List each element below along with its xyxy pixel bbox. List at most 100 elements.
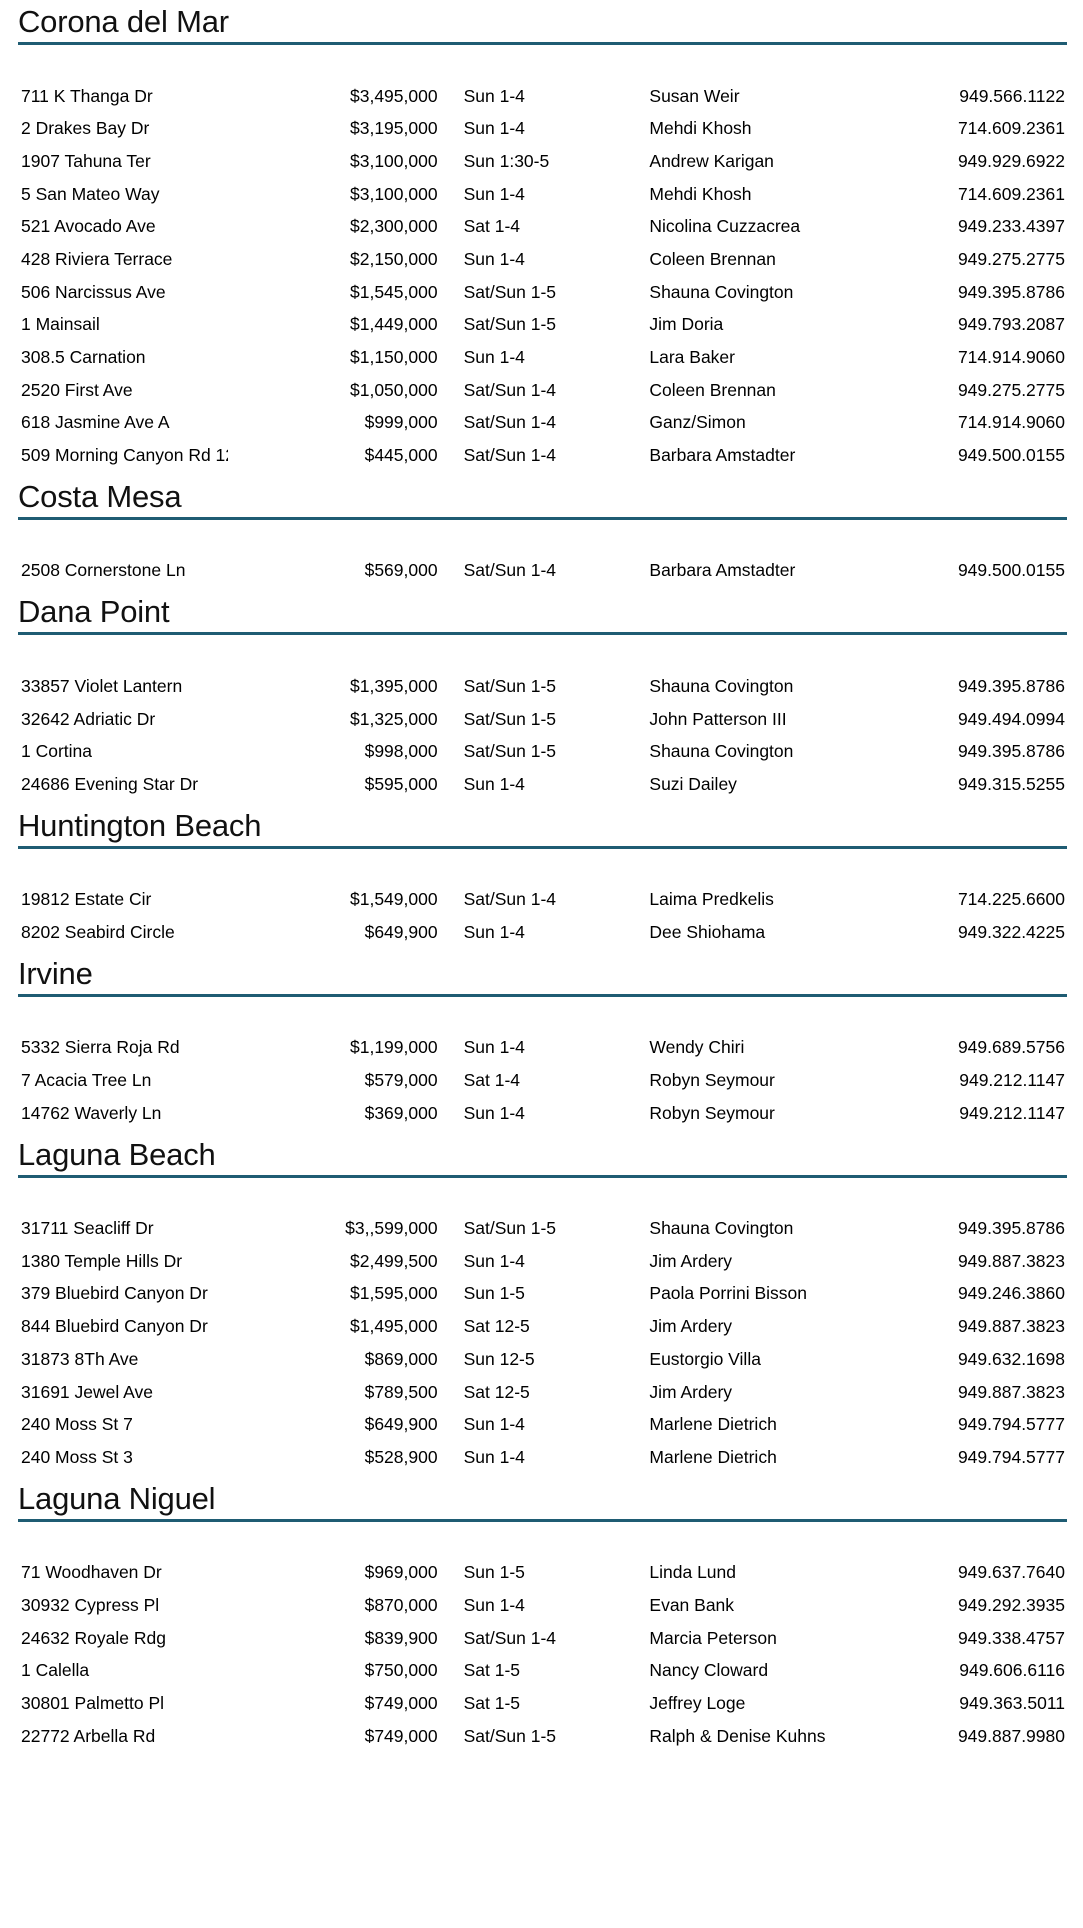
- table-row[interactable]: 1 Mainsail $1,449,000 Sat/Sun 1-5 Jim Doria…: [18, 309, 1067, 342]
- listing-agent-name: Ralph & Denise Kuhns: [649, 1725, 826, 1746]
- table-row[interactable]: 71 Woodhaven Dr $969,000 Sun 1-5 Linda Lund…: [18, 1556, 1067, 1589]
- table-row[interactable]: 506 Narcissus Ave $1,545,000 Sat/Sun 1-5 Sh…: [18, 276, 1067, 309]
- listing-agent-name: Marcia Peterson: [649, 1627, 777, 1648]
- listings-table: 19812 Estate Cir $1,549,000 Sat/Sun 1-4 Lai…: [18, 851, 1067, 949]
- listing-address: 2508 Cornerstone Ln: [21, 560, 186, 581]
- listing-open-house-times: Sat/Sun 1-4: [463, 445, 557, 466]
- listing-open-house-times: Sat 1-4: [463, 1070, 521, 1091]
- listing-price: $3,100,000: [350, 150, 438, 171]
- listing-open-house-times: Sat/Sun 1-5: [463, 1218, 557, 1239]
- listing-agent-name: Barbara Amstadter: [649, 560, 796, 581]
- table-row[interactable]: 14762 Waverly Ln $369,000 Sun 1-4 Robyn Sey…: [18, 1097, 1067, 1130]
- listing-address: 7 Acacia Tree Ln: [21, 1070, 152, 1091]
- listing-agent-phone: 949.566.1122: [959, 85, 1065, 106]
- table-row[interactable]: 5332 Sierra Roja Rd $1,199,000 Sun 1-4 Wend…: [18, 1032, 1067, 1065]
- listing-agent-name: Andrew Karigan: [649, 150, 774, 171]
- listing-open-house-times: Sat/Sun 1-4: [463, 379, 557, 400]
- table-row[interactable]: 1380 Temple Hills Dr $2,499,500 Sun 1-4 Jim…: [18, 1245, 1067, 1278]
- listing-open-house-times: Sat/Sun 1-5: [463, 741, 557, 762]
- table-spacer-row: [18, 999, 1067, 1032]
- listing-agent-name: Barbara Amstadter: [649, 445, 796, 466]
- table-row[interactable]: 844 Bluebird Canyon Dr $1,495,000 Sat 12-5…: [18, 1310, 1067, 1343]
- table-row[interactable]: 30801 Palmetto Pl $749,000 Sat 1-5 Jeffrey …: [18, 1687, 1067, 1720]
- table-row[interactable]: 33857 Violet Lantern $1,395,000 Sat/Sun 1-…: [18, 670, 1067, 703]
- listing-price: $969,000: [364, 1562, 438, 1583]
- table-row[interactable]: 5 San Mateo Way $3,100,000 Sun 1-4 Mehdi Kh…: [18, 178, 1067, 211]
- table-spacer-row: [18, 47, 1067, 80]
- table-row[interactable]: 31873 8Th Ave $869,000 Sun 12-5 Eustorgio V…: [18, 1343, 1067, 1376]
- listing-open-house-times: Sun 1-4: [463, 1102, 525, 1123]
- listing-address: 521 Avocado Ave: [21, 216, 156, 237]
- listing-agent-phone: 949.395.8786: [957, 741, 1065, 762]
- listing-address: 1 Mainsail: [21, 314, 100, 335]
- table-row[interactable]: 1 Calella $750,000 Sat 1-5 Nancy Cloward 949…: [18, 1655, 1067, 1688]
- listing-open-house-times: Sat 1-5: [463, 1693, 521, 1714]
- listing-address: 30801 Palmetto Pl: [21, 1693, 165, 1714]
- listing-address: 509 Morning Canyon Rd 12: [21, 445, 228, 466]
- listing-address: 1 Cortina: [21, 741, 93, 762]
- listings-table: 71 Woodhaven Dr $969,000 Sun 1-5 Linda Lund…: [18, 1524, 1067, 1753]
- listing-price: $998,000: [364, 741, 438, 762]
- table-row[interactable]: 31691 Jewel Ave $789,500 Sat 12-5 Jim Arder…: [18, 1376, 1067, 1409]
- table-spacer-cell: [18, 47, 1067, 80]
- listing-open-house-times: Sat/Sun 1-4: [463, 560, 557, 581]
- listings-table: 5332 Sierra Roja Rd $1,199,000 Sun 1-4 Wend…: [18, 999, 1067, 1130]
- listing-agent-phone: 949.494.0994: [957, 708, 1065, 729]
- table-row[interactable]: 509 Morning Canyon Rd 12 $445,000 Sat/Sun …: [18, 439, 1067, 472]
- listing-open-house-times: Sat/Sun 1-5: [463, 281, 557, 302]
- table-row[interactable]: 240 Moss St 7 $649,900 Sun 1-4 Marlene Diet…: [18, 1408, 1067, 1441]
- listing-open-house-times: Sun 1-4: [463, 1446, 525, 1467]
- listing-price: $870,000: [364, 1594, 438, 1615]
- listing-open-house-times: Sat/Sun 1-5: [463, 708, 557, 729]
- listing-agent-name: Susan Weir: [649, 85, 740, 106]
- listing-agent-phone: 714.609.2361: [957, 118, 1065, 139]
- listing-price: $2,300,000: [350, 216, 438, 237]
- table-row[interactable]: 240 Moss St 3 $528,900 Sun 1-4 Marlene Diet…: [18, 1441, 1067, 1474]
- listing-open-house-times: Sat/Sun 1-5: [463, 314, 557, 335]
- table-row[interactable]: 428 Riviera Terrace $2,150,000 Sun 1-4 Cole…: [18, 243, 1067, 276]
- table-row[interactable]: 711 K Thanga Dr $3,495,000 Sun 1-4 Susan We…: [18, 80, 1067, 113]
- listing-address: 24686 Evening Star Dr: [21, 773, 199, 794]
- listing-agent-phone: 949.794.5777: [957, 1414, 1065, 1435]
- listing-price: $789,500: [364, 1381, 438, 1402]
- table-row[interactable]: 521 Avocado Ave $2,300,000 Sat 1-4 Nicolina…: [18, 210, 1067, 243]
- listings-table: 711 K Thanga Dr $3,495,000 Sun 1-4 Susan We…: [18, 47, 1067, 472]
- table-row[interactable]: 379 Bluebird Canyon Dr $1,595,000 Sun 1-5 P…: [18, 1278, 1067, 1311]
- table-row[interactable]: 1907 Tahuna Ter $3,100,000 Sun 1:30-5 Andre…: [18, 145, 1067, 178]
- city-section: Dana Point 33857 Violet Lantern $1,395,000…: [18, 587, 1067, 800]
- table-spacer-cell: [18, 1180, 1067, 1213]
- table-row[interactable]: 7 Acacia Tree Ln $579,000 Sat 1-4 Robyn Sey…: [18, 1064, 1067, 1097]
- table-row[interactable]: 308.5 Carnation $1,150,000 Sun 1-4 Lara Bak…: [18, 341, 1067, 374]
- listing-agent-phone: 949.212.1147: [959, 1070, 1065, 1091]
- table-row[interactable]: 2 Drakes Bay Dr $3,195,000 Sun 1-4 Mehdi Kh…: [18, 112, 1067, 145]
- listing-agent-phone: 949.338.4757: [957, 1627, 1065, 1648]
- listing-price: $3,195,000: [350, 118, 438, 139]
- table-spacer-row: [18, 522, 1067, 555]
- table-row[interactable]: 32642 Adriatic Dr $1,325,000 Sat/Sun 1-5 Jo…: [18, 703, 1067, 736]
- listing-open-house-times: Sun 1-4: [463, 347, 525, 368]
- table-row[interactable]: 2520 First Ave $1,050,000 Sat/Sun 1-4 Colee…: [18, 374, 1067, 407]
- listing-agent-phone: 949.887.9980: [957, 1725, 1065, 1746]
- table-row[interactable]: 19812 Estate Cir $1,549,000 Sat/Sun 1-4 Lai…: [18, 883, 1067, 916]
- table-spacer-cell: [18, 851, 1067, 884]
- table-row[interactable]: 2508 Cornerstone Ln $569,000 Sat/Sun 1-4 Ba…: [18, 555, 1067, 588]
- table-row[interactable]: 1 Cortina $998,000 Sat/Sun 1-5 Shauna Covin…: [18, 735, 1067, 768]
- listing-agent-name: Jim Doria: [649, 314, 724, 335]
- table-row[interactable]: 22772 Arbella Rd $749,000 Sat/Sun 1-5 Ralph…: [18, 1720, 1067, 1753]
- table-spacer-row: [18, 1180, 1067, 1213]
- city-section-header: Irvine: [18, 949, 1067, 997]
- listing-price: $2,150,000: [350, 248, 438, 269]
- table-row[interactable]: 618 Jasmine Ave A $999,000 Sat/Sun 1-4 Ganz…: [18, 407, 1067, 440]
- table-spacer-cell: [18, 522, 1067, 555]
- table-row[interactable]: 24686 Evening Star Dr $595,000 Sun 1-4 Suzi…: [18, 768, 1067, 801]
- table-row[interactable]: 31711 Seacliff Dr $3,,599,000 Sat/Sun 1-5 S…: [18, 1212, 1067, 1245]
- listing-agent-name: Jim Ardery: [649, 1316, 733, 1337]
- listing-agent-phone: 949.395.8786: [957, 675, 1065, 696]
- listing-address: 71 Woodhaven Dr: [21, 1562, 162, 1583]
- listing-open-house-times: Sat 1-4: [463, 216, 521, 237]
- listing-address: 33857 Violet Lantern: [21, 675, 183, 696]
- table-row[interactable]: 30932 Cypress Pl $870,000 Sun 1-4 Evan Bank…: [18, 1589, 1067, 1622]
- table-row[interactable]: 24632 Royale Rdg $839,900 Sat/Sun 1-4 Marci…: [18, 1622, 1067, 1655]
- table-row[interactable]: 8202 Seabird Circle $649,900 Sun 1-4 Dee Sh…: [18, 916, 1067, 949]
